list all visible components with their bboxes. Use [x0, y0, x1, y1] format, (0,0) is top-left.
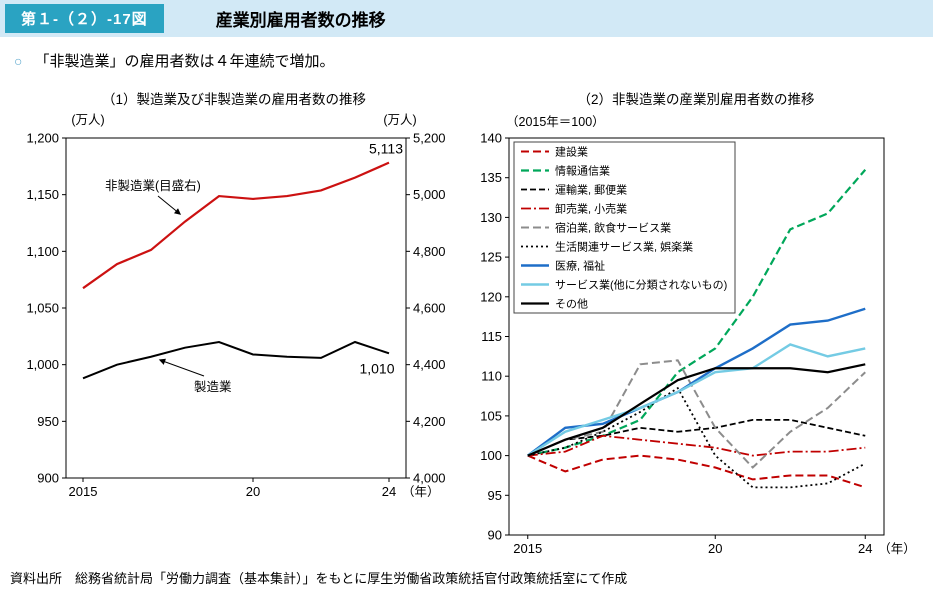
svg-text:製造業: 製造業 [194, 379, 232, 394]
svg-text:20: 20 [246, 484, 260, 499]
svg-text:1,200: 1,200 [26, 131, 59, 146]
svg-text:5,200: 5,200 [413, 131, 446, 146]
svg-text:90: 90 [488, 528, 502, 543]
svg-text:非製造業(目盛右): 非製造業(目盛右) [105, 178, 201, 193]
svg-text:900: 900 [37, 471, 59, 486]
svg-text:2015: 2015 [69, 484, 98, 499]
page-title: 産業別雇用者数の推移 [215, 11, 386, 30]
svg-text:24: 24 [858, 541, 872, 556]
chart1-canvas: 900 950 1,000 1,050 1,100 1,150 1,200 4,000 4,20… [26, 113, 446, 499]
svg-text:100: 100 [480, 448, 502, 463]
svg-text:4,600: 4,600 [413, 301, 446, 316]
svg-text:135: 135 [480, 170, 502, 185]
chart2-canvas: 90 95 100 105 110 115 120 125 130 135 140 2015 20 24 （… [480, 131, 916, 557]
chart1-title: （1）製造業及び非製造業の雇用者数の推移 [101, 92, 366, 107]
svg-text:医療, 福祉: 医療, 福祉 [555, 259, 605, 273]
svg-text:サービス業(他に分類されないもの): サービス業(他に分類されないもの) [555, 279, 727, 292]
lead-line: ○ 「非製造業」の雇用者数は４年連続で増加。 [14, 50, 334, 71]
svg-text:建設業: 建設業 [555, 145, 588, 159]
chart2-index-base-note: （2015年＝100） [506, 115, 605, 129]
svg-text:生活関連サービス業, 娯楽業: 生活関連サービス業, 娯楽業 [555, 240, 693, 254]
chart-industry-index: （2）非製造業の産業別雇用者数の推移 （2015年＝100） 90 95 100 10… [466, 88, 926, 565]
svg-text:130: 130 [480, 210, 502, 225]
svg-text:125: 125 [480, 250, 502, 265]
svg-text:（年）: （年） [402, 485, 440, 499]
svg-text:運輸業, 郵便業: 運輸業, 郵便業 [555, 183, 627, 197]
svg-text:5,000: 5,000 [413, 187, 446, 202]
svg-text:1,010: 1,010 [359, 360, 394, 376]
svg-text:1,100: 1,100 [26, 244, 59, 259]
svg-text:950: 950 [37, 414, 59, 429]
svg-text:1,050: 1,050 [26, 301, 59, 316]
svg-text:1,000: 1,000 [26, 357, 59, 372]
svg-text:1,150: 1,150 [26, 187, 59, 202]
circle-bullet-icon: ○ [14, 52, 23, 69]
svg-text:(万人): (万人) [71, 113, 104, 127]
svg-text:4,400: 4,400 [413, 357, 446, 372]
svg-text:105: 105 [480, 408, 502, 423]
svg-text:情報通信業: 情報通信業 [555, 165, 610, 178]
svg-text:(万人): (万人) [383, 113, 416, 127]
svg-text:110: 110 [481, 369, 502, 384]
svg-text:その他: その他 [555, 298, 588, 311]
header-band: 第１-（２）-17図 産業別雇用者数の推移 [0, 0, 933, 37]
figure-number-badge: 第１-（２）-17図 [5, 4, 164, 33]
chart-employment-levels: （1）製造業及び非製造業の雇用者数の推移 900 950 1,000 1,050 1,1… [8, 88, 460, 507]
svg-text:95: 95 [488, 488, 502, 503]
svg-text:20: 20 [708, 541, 722, 556]
source-note: 資料出所 総務省統計局「労働力調査（基本集計）」をもとに厚生労働省政策統括官付政… [10, 571, 628, 586]
svg-text:24: 24 [382, 484, 396, 499]
svg-text:4,800: 4,800 [413, 244, 446, 259]
chart2-title: （2）非製造業の産業別雇用者数の推移 [577, 92, 815, 107]
svg-text:4,000: 4,000 [413, 471, 446, 486]
svg-text:2015: 2015 [513, 541, 542, 556]
svg-text:（年）: （年） [878, 542, 916, 556]
svg-text:4,200: 4,200 [413, 414, 446, 429]
svg-text:140: 140 [480, 131, 502, 146]
svg-text:卸売業, 小売業: 卸売業, 小売業 [555, 202, 627, 216]
svg-text:115: 115 [481, 329, 502, 344]
svg-text:5,113: 5,113 [369, 141, 403, 157]
svg-text:120: 120 [480, 289, 502, 304]
lead-sentence: 「非製造業」の雇用者数は４年連続で増加。 [34, 53, 335, 70]
svg-text:宿泊業, 飲食サービス業: 宿泊業, 飲食サービス業 [555, 221, 671, 235]
